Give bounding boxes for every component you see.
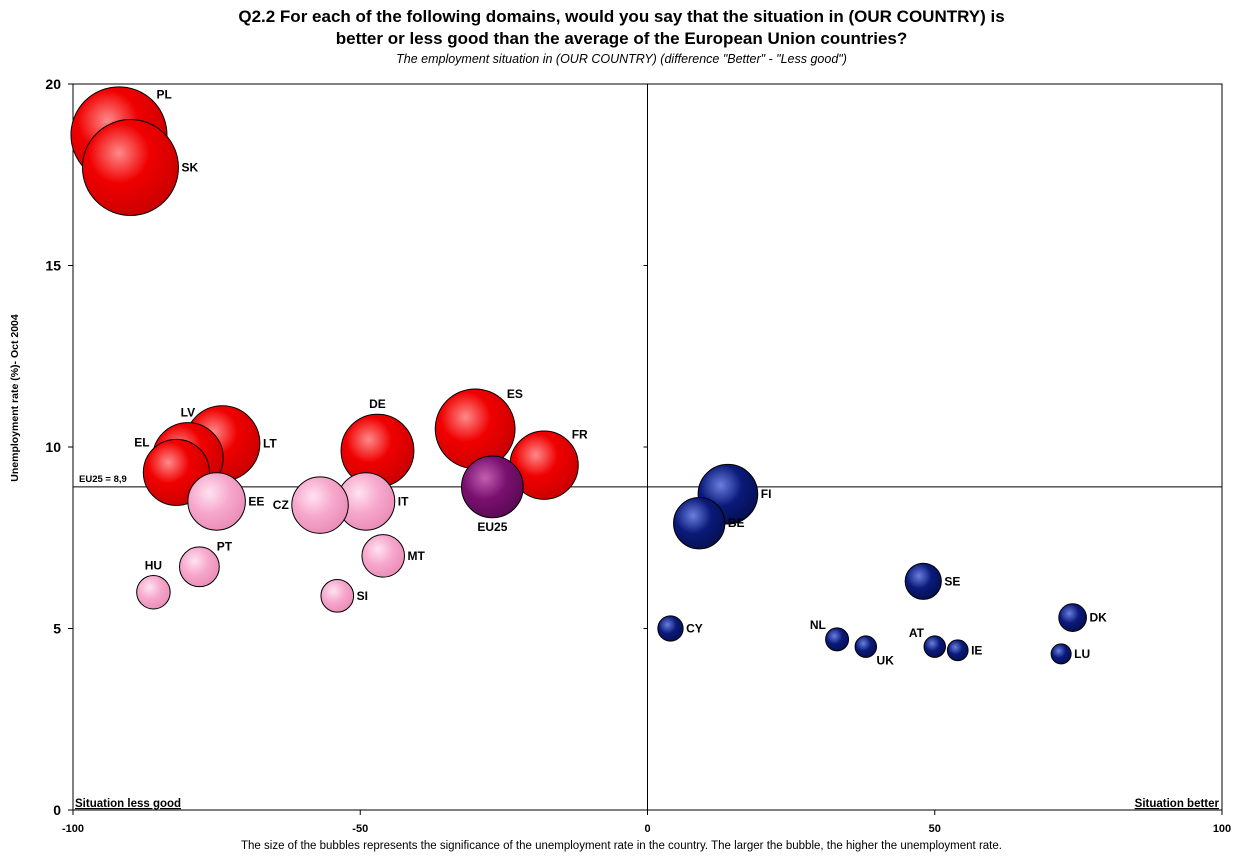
y-tick-label: 20 [45, 76, 61, 92]
bubble-hu [136, 574, 171, 610]
bubble-es [434, 388, 516, 470]
corner-label-right: Situation better [1135, 798, 1220, 810]
chart-title-line-2: better or less good than the average of … [335, 29, 908, 48]
bubble-label-nl: NL [810, 618, 826, 632]
bubble-mt [361, 534, 406, 578]
bubble-label-ee: EE [248, 494, 264, 508]
bubble-at [923, 635, 946, 658]
y-tick-label: 15 [45, 258, 61, 274]
bubble-cy [657, 615, 684, 642]
corner-label-left: Situation less good [75, 798, 181, 810]
bubble-label-ie: IE [971, 643, 982, 657]
bubble-sk [81, 118, 179, 216]
chart-subtitle: The employment situation in (OUR COUNTRY… [396, 52, 847, 66]
y-tick-label: 5 [53, 621, 61, 637]
bubble-label-el: EL [134, 436, 149, 450]
bubble-label-be: BE [728, 516, 745, 530]
bubble-label-fi: FI [761, 487, 772, 501]
y-tick-label: 0 [53, 802, 61, 818]
bubble-label-mt: MT [408, 549, 426, 563]
chart-title: Q2.2 For each of the following domains, … [238, 7, 1005, 26]
bubble-se [904, 562, 942, 600]
bubble-label-de: DE [369, 397, 386, 411]
bubble-uk [854, 635, 878, 658]
bubble-label-pl: PL [157, 87, 172, 101]
bubble-label-sk: SK [181, 160, 198, 174]
x-tick-label: 100 [1213, 823, 1231, 835]
y-tick-label: 10 [45, 439, 61, 455]
bubble-label-lu: LU [1074, 647, 1090, 661]
bubble-label-lv: LV [181, 406, 195, 420]
bubble-label-lt: LT [263, 436, 277, 450]
bubble-label-uk: UK [877, 653, 895, 667]
bubble-label-si: SI [357, 589, 368, 603]
bubble-ee [187, 472, 246, 531]
bubble-pt [179, 546, 220, 588]
x-tick-label: 50 [929, 823, 941, 835]
bubble-label-hu: HU [145, 558, 162, 572]
bubble-label-pt: PT [217, 539, 233, 553]
bubble-eu25 [461, 455, 524, 519]
bubble-label-cz: CZ [273, 498, 289, 512]
bubble-si [320, 579, 355, 613]
x-tick-label: -50 [352, 823, 368, 835]
bubble-ie [946, 639, 969, 662]
bubble-label-it: IT [398, 494, 409, 508]
bubble-label-eu25: EU25 [477, 520, 507, 534]
bubble-label-cy: CY [686, 622, 703, 636]
bubble-be [673, 497, 726, 550]
x-tick-label: 0 [644, 823, 650, 835]
chart-footnote: The size of the bubbles represents the s… [241, 840, 1002, 852]
bubble-label-at: AT [909, 626, 925, 640]
bubble-nl [825, 627, 850, 652]
eu25-reference-label: EU25 = 8,9 [79, 474, 127, 485]
bubble-label-se: SE [944, 574, 960, 588]
bubble-label-es: ES [507, 387, 523, 401]
bubble-label-dk: DK [1089, 611, 1107, 625]
bubble-dk [1058, 603, 1087, 632]
bubble-label-fr: FR [572, 428, 588, 442]
x-tick-label: -100 [62, 823, 84, 835]
bubble-lu [1050, 643, 1072, 665]
bubble-cz [291, 476, 349, 534]
